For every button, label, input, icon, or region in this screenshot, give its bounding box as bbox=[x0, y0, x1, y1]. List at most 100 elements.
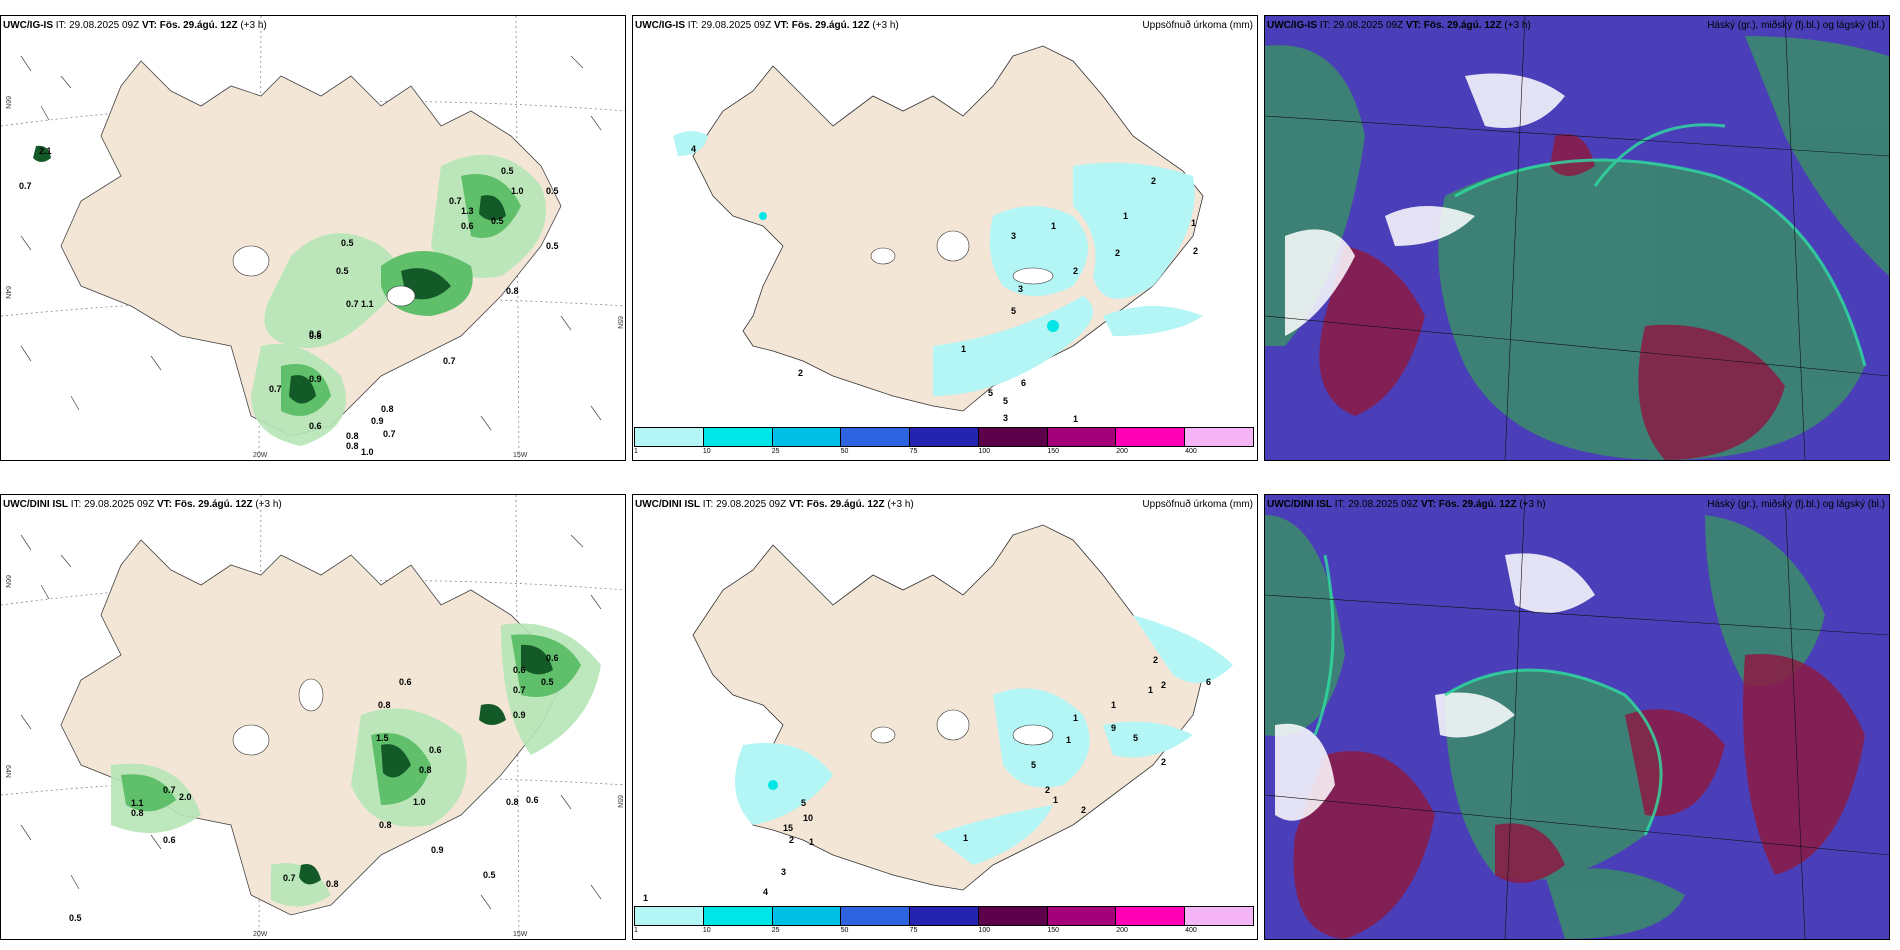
map-canvas bbox=[1, 495, 625, 939]
precip-value-label: 2 bbox=[1073, 266, 1079, 276]
panel-subtitle: Háský (gr.), miðský (fj.bl.) og lágský (… bbox=[1707, 20, 1885, 31]
precip-value-label: 1 bbox=[1073, 713, 1079, 723]
precip-value-label: 0.7 bbox=[283, 873, 296, 883]
precip-value-label: 0.6 bbox=[513, 665, 526, 675]
precip-value-label: 1.1 bbox=[361, 299, 374, 309]
precip-value-label: 2 bbox=[1151, 176, 1157, 186]
precip-value-label: 0.7 bbox=[163, 785, 176, 795]
precip-value-label: 0.9 bbox=[513, 710, 526, 720]
panel-header: UWC/DINI ISL IT: 29.08.2025 09Z VT: Fös.… bbox=[3, 499, 282, 510]
precip-value-label: 2 bbox=[1161, 757, 1167, 767]
precip-legend-bar bbox=[634, 427, 1254, 447]
iceland-land bbox=[60, 539, 562, 916]
precip-value-label: 3 bbox=[1003, 413, 1009, 423]
precip-value-label: 5 bbox=[1011, 306, 1017, 316]
precip-value-label: 2 bbox=[1153, 655, 1159, 665]
precip-value-label: 0.5 bbox=[541, 677, 554, 687]
lat-label-66n: 66N bbox=[4, 575, 11, 588]
precip-value-label: 2.1 bbox=[39, 146, 52, 156]
panel-header: UWC/IG-IS IT: 29.08.2025 09Z VT: Fös. 29… bbox=[1267, 20, 1531, 31]
precip-value-label: 0.7 bbox=[383, 429, 396, 439]
legend-swatch bbox=[1116, 907, 1186, 925]
precip-value-label: 0.9 bbox=[431, 845, 444, 855]
legend-swatch bbox=[841, 428, 911, 446]
cloud-cover-map-ig-is: UWC/IG-IS IT: 29.08.2025 09Z VT: Fös. 29… bbox=[1264, 15, 1890, 461]
precip-value-label: 0.7 bbox=[513, 685, 526, 695]
lon-label-20w: 20W bbox=[253, 452, 268, 459]
precip-value-label: 6 bbox=[1206, 677, 1212, 687]
precip-value-label: 0.5 bbox=[546, 241, 559, 251]
panel-header: UWC/IG-IS IT: 29.08.2025 09Z VT: Fös. 29… bbox=[635, 20, 899, 31]
precip-value-label: 1.3 bbox=[461, 206, 474, 216]
precip-value-label: 1.0 bbox=[413, 797, 426, 807]
precip-value-label: 0.8 bbox=[419, 765, 432, 775]
precip-value-label: 2 bbox=[1045, 785, 1051, 795]
precip-value-label: 4 bbox=[763, 887, 769, 897]
precip-value-label: 1.0 bbox=[511, 186, 524, 196]
precip-value-label: 0.7 bbox=[269, 384, 282, 394]
precip-value-label: 0.5 bbox=[491, 216, 504, 226]
map-canvas bbox=[1265, 16, 1889, 460]
precip-value-label: 0.8 bbox=[379, 820, 392, 830]
legend-swatch bbox=[703, 428, 773, 446]
precip-value-label: 0.8 bbox=[378, 700, 391, 710]
legend-swatch bbox=[635, 428, 704, 446]
precip-value-label: 0.6 bbox=[309, 421, 322, 431]
precip-value-label: 1 bbox=[643, 893, 649, 903]
lat-label-65n: 64N bbox=[4, 286, 11, 299]
legend-tick-label: 25 bbox=[771, 448, 780, 455]
precip-value-label: 1 bbox=[963, 833, 969, 843]
precip-value-label: 1 bbox=[1073, 414, 1079, 424]
lon-label-15w: 15W bbox=[513, 931, 528, 938]
precip-value-label: 2 bbox=[1115, 248, 1121, 258]
precip-value-label: 0.6 bbox=[309, 331, 322, 341]
legend-swatch bbox=[1116, 428, 1186, 446]
lat-label-65n: 64N bbox=[4, 765, 11, 778]
legend-swatch bbox=[772, 428, 842, 446]
legend-tick-label: 100 bbox=[978, 927, 991, 934]
precip-value-label: 3 bbox=[1011, 231, 1017, 241]
precip-value-label: 3 bbox=[1018, 284, 1024, 294]
legend-tick-label: 400 bbox=[1185, 448, 1197, 455]
precip-value-label: 0.5 bbox=[546, 186, 559, 196]
legend-tick-label: 75 bbox=[909, 448, 918, 455]
legend-swatch bbox=[910, 428, 979, 446]
legend-swatch bbox=[841, 907, 911, 925]
precip-value-label: 0.6 bbox=[399, 677, 412, 687]
precip-value-label: 1.5 bbox=[376, 733, 389, 743]
lon-label-20w: 20W bbox=[253, 931, 268, 938]
precip-value-label: 0.8 bbox=[506, 286, 519, 296]
panel-header: UWC/IG-IS IT: 29.08.2025 09Z VT: Fös. 29… bbox=[3, 20, 267, 31]
legend-tick-label: 25 bbox=[771, 927, 780, 934]
cloud-cover-map-dini-isl: UWC/DINI ISL IT: 29.08.2025 09Z VT: Fös.… bbox=[1264, 494, 1890, 940]
legend-swatch bbox=[978, 907, 1048, 925]
precip-value-label: 0.6 bbox=[163, 835, 176, 845]
legend-tick-label: 75 bbox=[909, 927, 918, 934]
precip-value-label: 0.7 bbox=[19, 181, 32, 191]
precip-value-label: 1 bbox=[1123, 211, 1129, 221]
precip-value-label: 2 bbox=[798, 368, 804, 378]
precip-value-label: 5 bbox=[801, 798, 807, 808]
legend-swatch bbox=[1185, 907, 1254, 925]
precip-legend-ticks: 1 10 25 50 75 100 150 200 400 bbox=[634, 926, 1254, 936]
accumulated-precip-map-ig-is: UWC/IG-IS IT: 29.08.2025 09Z VT: Fös. 29… bbox=[632, 15, 1258, 461]
legend-tick-label: 50 bbox=[840, 448, 849, 455]
accumulated-precip-map-dini-isl: UWC/DINI ISL IT: 29.08.2025 09Z VT: Fös.… bbox=[632, 494, 1258, 940]
legend-tick-label: 400 bbox=[1185, 927, 1197, 934]
precip-legend: 1 10 25 50 75 100 150 200 400 bbox=[634, 427, 1254, 457]
precip-wind-map-ig-is: UWC/IG-IS IT: 29.08.2025 09Z VT: Fös. 29… bbox=[0, 15, 626, 461]
precip-value-label: 1 bbox=[1148, 685, 1154, 695]
precip-value-label: 0.5 bbox=[336, 266, 349, 276]
precip-value-label: 1 bbox=[809, 837, 815, 847]
precip-value-label: 5 bbox=[1003, 396, 1009, 406]
lat-label-64n: 65N bbox=[616, 795, 623, 808]
precip-value-label: 2 bbox=[1193, 246, 1199, 256]
legend-tick-label: 200 bbox=[1116, 448, 1128, 455]
precip-value-label: 0.7 bbox=[443, 356, 456, 366]
legend-tick-label: 100 bbox=[978, 448, 991, 455]
precip-value-label: 5 bbox=[1133, 733, 1139, 743]
precip-value-label: 10 bbox=[803, 813, 814, 823]
precip-wind-map-dini-isl: UWC/DINI ISL IT: 29.08.2025 09Z VT: Fös.… bbox=[0, 494, 626, 940]
legend-tick-label: 10 bbox=[702, 927, 711, 934]
precip-value-label: 1 bbox=[961, 344, 967, 354]
